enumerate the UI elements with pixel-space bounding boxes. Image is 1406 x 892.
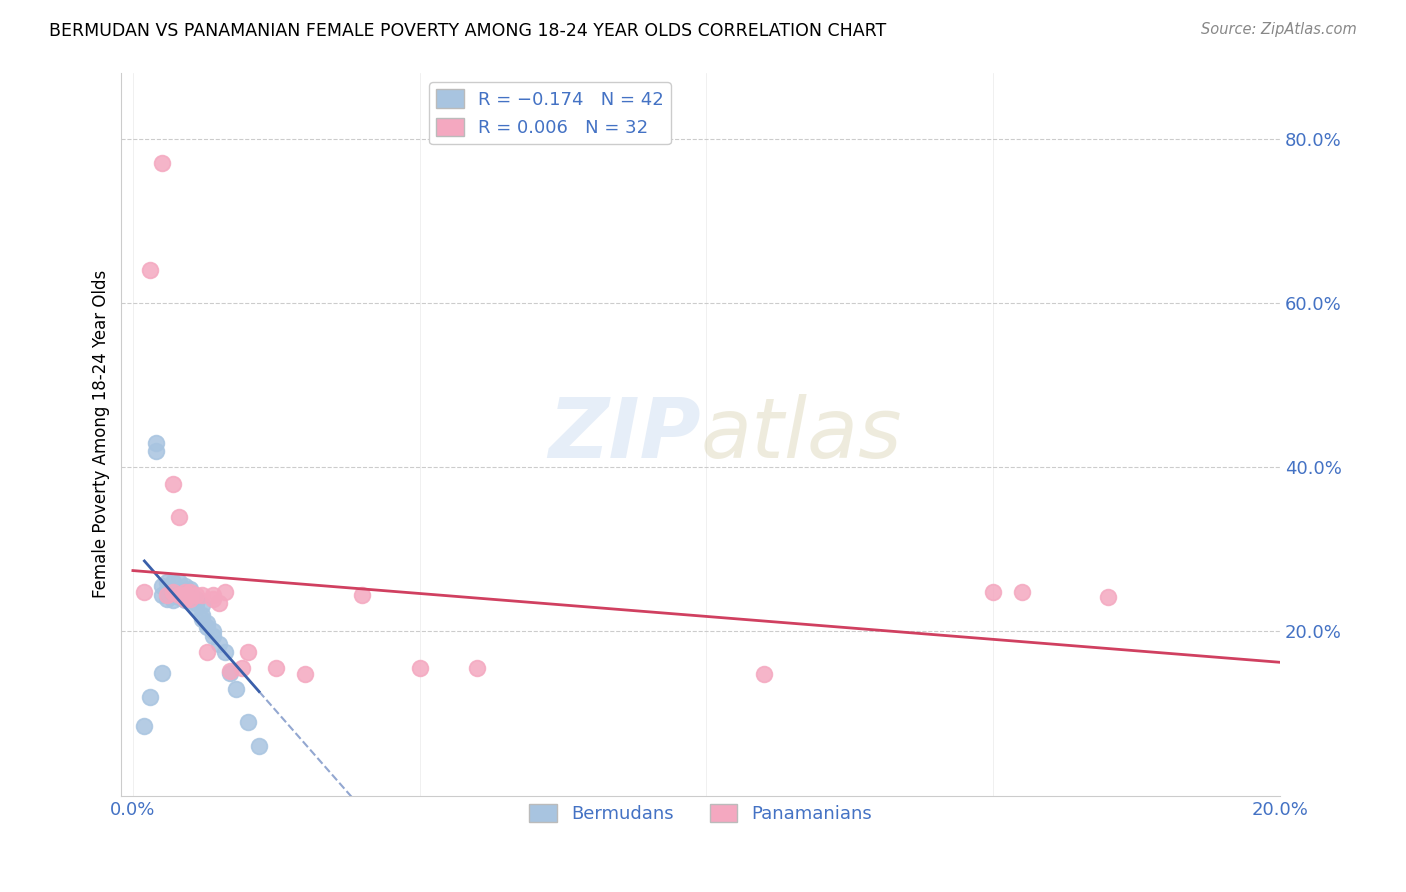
Text: Source: ZipAtlas.com: Source: ZipAtlas.com xyxy=(1201,22,1357,37)
Point xyxy=(162,476,184,491)
Point xyxy=(236,645,259,659)
Point xyxy=(162,583,184,598)
Point xyxy=(214,585,236,599)
Point xyxy=(173,585,195,599)
Text: atlas: atlas xyxy=(700,394,903,475)
Point xyxy=(179,582,201,596)
Point xyxy=(156,583,179,598)
Point xyxy=(150,579,173,593)
Point xyxy=(167,509,190,524)
Point xyxy=(139,263,162,277)
Point xyxy=(173,579,195,593)
Point xyxy=(190,588,212,602)
Point xyxy=(139,690,162,705)
Point xyxy=(134,719,156,733)
Point xyxy=(202,624,225,639)
Point xyxy=(184,596,207,610)
Point xyxy=(409,661,432,675)
Point xyxy=(179,591,201,606)
Point xyxy=(197,620,219,634)
Point xyxy=(156,575,179,590)
Text: BERMUDAN VS PANAMANIAN FEMALE POVERTY AMONG 18-24 YEAR OLDS CORRELATION CHART: BERMUDAN VS PANAMANIAN FEMALE POVERTY AM… xyxy=(49,22,886,40)
Point xyxy=(465,661,488,675)
Point xyxy=(184,591,207,606)
Point xyxy=(208,596,231,610)
Point xyxy=(294,667,316,681)
Point xyxy=(134,585,156,599)
Point xyxy=(208,637,231,651)
Point xyxy=(173,591,195,606)
Point xyxy=(202,591,225,606)
Legend: Bermudans, Panamanians: Bermudans, Panamanians xyxy=(522,797,879,830)
Point xyxy=(156,591,179,606)
Point xyxy=(266,661,288,675)
Point xyxy=(167,583,190,598)
Point xyxy=(150,156,173,170)
Point xyxy=(1097,590,1119,604)
Point xyxy=(981,585,1004,599)
Point xyxy=(197,645,219,659)
Point xyxy=(145,435,167,450)
Point xyxy=(190,598,212,612)
Point xyxy=(145,443,167,458)
Point xyxy=(214,645,236,659)
Point xyxy=(247,739,270,754)
Point xyxy=(197,616,219,631)
Point xyxy=(179,588,201,602)
Point xyxy=(167,575,190,590)
Point xyxy=(173,583,195,598)
Point xyxy=(202,588,225,602)
Point xyxy=(162,585,184,599)
Point xyxy=(1011,585,1033,599)
Point xyxy=(150,665,173,680)
Point xyxy=(173,588,195,602)
Point xyxy=(162,575,184,590)
Point xyxy=(352,588,374,602)
Text: ZIP: ZIP xyxy=(548,394,700,475)
Point xyxy=(167,588,190,602)
Point xyxy=(179,585,201,599)
Point xyxy=(231,661,253,675)
Point xyxy=(167,590,190,604)
Point xyxy=(179,585,201,599)
Point xyxy=(173,593,195,607)
Point xyxy=(202,629,225,643)
Y-axis label: Female Poverty Among 18-24 Year Olds: Female Poverty Among 18-24 Year Olds xyxy=(93,270,110,599)
Point xyxy=(752,667,775,681)
Point xyxy=(219,665,242,680)
Point xyxy=(190,612,212,626)
Point xyxy=(236,714,259,729)
Point xyxy=(190,608,212,623)
Point xyxy=(184,601,207,615)
Point xyxy=(162,593,184,607)
Point xyxy=(173,588,195,602)
Point xyxy=(219,664,242,678)
Point xyxy=(184,588,207,602)
Point xyxy=(150,588,173,602)
Point xyxy=(167,585,190,599)
Point xyxy=(225,681,247,696)
Point xyxy=(156,588,179,602)
Point xyxy=(179,591,201,606)
Point xyxy=(162,588,184,602)
